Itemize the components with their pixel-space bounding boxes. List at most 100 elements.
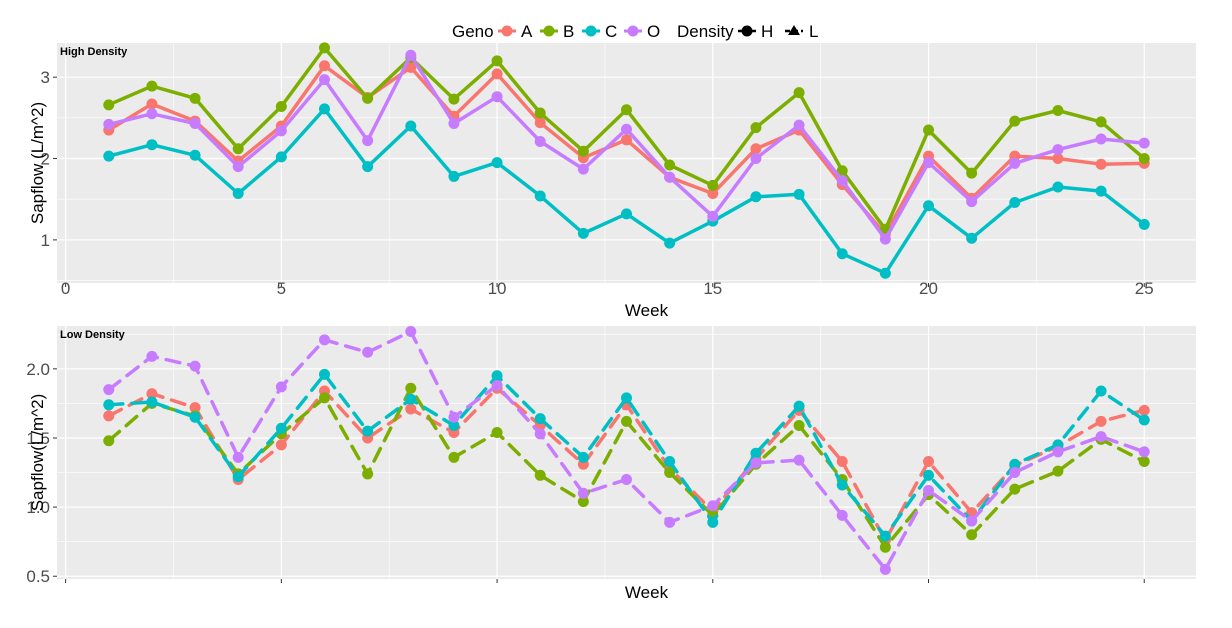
legend-key-marker-B: [543, 25, 555, 37]
data-point-O: [664, 516, 676, 528]
data-point-C: [534, 190, 546, 202]
data-point-B: [879, 541, 891, 553]
data-point-C: [836, 479, 848, 491]
legend-key-marker-A: [501, 25, 513, 37]
data-point-O: [1009, 467, 1021, 479]
high-density-panel: High Density 1 2 3 0 5 10 15 20 25 Week Sapflow (L/…: [28, 42, 1196, 320]
data-point-A: [146, 98, 158, 110]
data-point-O: [966, 515, 978, 527]
data-point-O: [448, 411, 460, 423]
panel-title: Low Density: [60, 329, 126, 341]
data-point-B: [1095, 116, 1107, 128]
data-point-O: [491, 379, 503, 391]
data-point-B: [146, 80, 158, 92]
x-tick-label: 20: [919, 279, 938, 298]
data-point-C: [189, 149, 201, 161]
data-point-O: [577, 487, 589, 499]
x-axis-title: Week: [625, 301, 669, 320]
data-point-O: [879, 233, 891, 245]
data-point-B: [1009, 483, 1021, 495]
data-point-O: [1009, 157, 1021, 169]
data-point-B: [621, 104, 632, 116]
data-point-B: [923, 124, 935, 136]
x-tick-label: 10: [488, 279, 507, 298]
data-point-B: [577, 145, 589, 157]
data-point-B: [318, 42, 330, 54]
data-point-C: [103, 399, 115, 411]
data-point-B: [621, 415, 632, 427]
data-point-B: [491, 426, 503, 438]
data-point-C: [793, 188, 805, 200]
data-point-C: [879, 530, 891, 542]
data-point-B: [275, 100, 287, 112]
data-point-O: [448, 118, 460, 130]
data-point-B: [707, 179, 719, 191]
data-point-O: [621, 123, 632, 135]
data-point-B: [103, 99, 115, 111]
data-point-O: [707, 500, 719, 512]
data-point-B: [1052, 465, 1064, 477]
data-point-O: [1138, 137, 1150, 149]
data-point-O: [923, 485, 935, 497]
data-point-C: [448, 420, 460, 432]
data-point-O: [923, 157, 935, 169]
data-point-C: [405, 120, 417, 132]
data-point-A: [534, 117, 546, 129]
legend-key-marker-H: [741, 25, 753, 37]
data-point-O: [275, 381, 287, 393]
data-point-C: [275, 151, 287, 163]
y-tick-label: 1.5: [26, 429, 50, 448]
series-B: [103, 42, 1150, 235]
data-point-C: [793, 400, 805, 412]
data-point-C: [146, 396, 158, 408]
data-point-C: [318, 368, 330, 380]
data-point-O: [275, 125, 287, 137]
data-point-O: [621, 473, 632, 485]
data-point-A: [1095, 415, 1107, 427]
data-point-O: [103, 118, 115, 130]
data-point-O: [1052, 446, 1064, 458]
data-point-C: [362, 161, 374, 173]
legend-label-H: H: [761, 22, 773, 41]
data-point-O: [405, 326, 417, 338]
data-point-A: [146, 388, 158, 400]
data-point-B: [318, 392, 330, 404]
data-point-B: [448, 451, 460, 463]
data-point-O: [534, 428, 546, 440]
data-point-O: [1095, 133, 1107, 145]
data-point-O: [189, 360, 201, 372]
data-point-C: [1009, 458, 1021, 470]
x-tick-label: 25: [1135, 279, 1154, 298]
data-point-B: [1009, 115, 1021, 127]
data-point-C: [621, 392, 632, 404]
legend-label-L: L: [809, 22, 818, 41]
data-point-A: [1095, 158, 1107, 170]
legend-key-marker-C: [585, 25, 597, 37]
data-point-A: [318, 60, 330, 72]
data-point-B: [1138, 455, 1150, 467]
data-point-B: [664, 159, 676, 171]
y-tick-label: 3: [41, 68, 50, 87]
data-point-O: [750, 457, 762, 469]
data-point-B: [491, 55, 503, 67]
data-point-O: [966, 196, 978, 208]
low-density-panel: Low Density 0.5 1.0 1.5 2.0 Week Sapflow(L/m^2…: [26, 326, 1196, 602]
data-point-A: [405, 61, 417, 73]
data-point-C: [1009, 196, 1021, 208]
legend-label-B: B: [563, 22, 574, 41]
data-point-B: [103, 435, 115, 447]
legend-label-C: C: [605, 22, 617, 41]
data-point-B: [966, 167, 978, 179]
y-tick-label: 2.0: [26, 360, 50, 379]
data-point-A: [750, 143, 762, 155]
data-point-A: [836, 455, 848, 467]
data-point-B: [1138, 153, 1150, 165]
data-point-B: [405, 382, 417, 394]
legend-title-geno: Geno: [452, 22, 494, 41]
data-point-B: [793, 87, 805, 99]
data-point-O: [793, 119, 805, 131]
data-point-O: [362, 135, 374, 147]
data-point-B: [362, 92, 374, 104]
legend-title-density: Density: [677, 22, 734, 41]
